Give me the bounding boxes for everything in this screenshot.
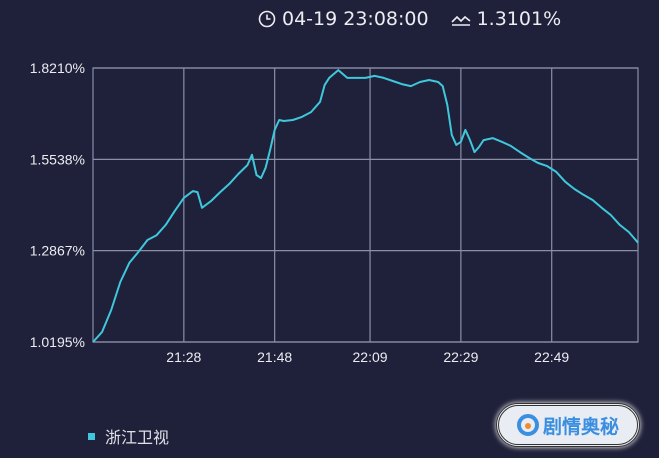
y-tick-label: 1.0195% — [30, 334, 85, 350]
tooltip-header: 04-19 23:08:00 1.3101% — [258, 8, 561, 30]
x-tick-label: 22:49 — [534, 349, 569, 365]
x-tick-label: 21:48 — [257, 349, 292, 365]
line-chart: 1.0195% 1.2867% 1.5538% 1.8210% 21:28 21:48 22… — [30, 60, 639, 365]
clock-icon — [258, 10, 276, 28]
legend[interactable]: 浙江卫视 — [88, 424, 169, 448]
trend-line-icon — [451, 15, 471, 26]
logo-mark-icon — [516, 414, 539, 436]
y-tick-label: 1.8210% — [30, 60, 85, 76]
watermark-logo: 剧情奥秘 — [496, 403, 640, 447]
y-tick-label: 1.2867% — [30, 243, 85, 259]
series-line — [92, 69, 639, 343]
plot-frame — [92, 67, 639, 343]
tooltip-value: 1.3101% — [476, 8, 562, 30]
y-tick-label: 1.5538% — [30, 151, 85, 167]
logo-text: 剧情奥秘 — [542, 415, 619, 438]
x-tick-label: 21:28 — [166, 349, 201, 365]
tooltip-time: 04-19 23:08:00 — [282, 8, 429, 30]
legend-label: 浙江卫视 — [105, 428, 170, 447]
legend-swatch — [88, 432, 95, 440]
x-tick-label: 22:09 — [353, 349, 388, 365]
x-tick-label: 22:29 — [443, 349, 478, 365]
